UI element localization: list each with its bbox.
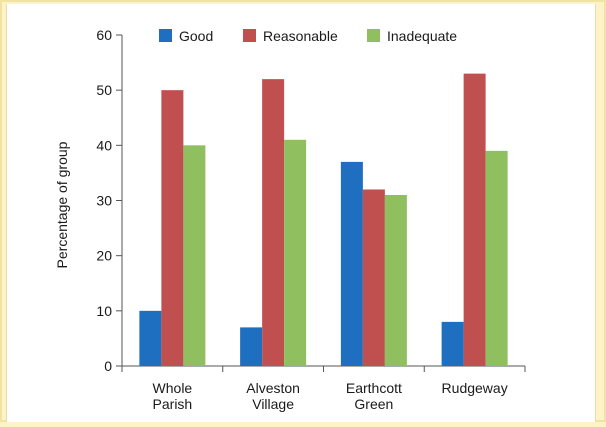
bar-inadequate xyxy=(384,194,407,366)
y-tick-label: 60 xyxy=(96,27,112,43)
legend: Good Reasonable Inadequate xyxy=(159,28,457,44)
legend-swatch-reasonable xyxy=(243,29,256,42)
bar-inadequate xyxy=(183,145,206,366)
y-tick-label: 30 xyxy=(96,193,112,209)
bar-good xyxy=(340,161,363,366)
y-tick-label: 50 xyxy=(96,82,112,98)
legend-label-good: Good xyxy=(179,28,213,44)
x-tick-label: Whole Parish xyxy=(153,380,193,412)
bar-good xyxy=(240,327,263,366)
legend-swatch-inadequate xyxy=(367,29,380,42)
bar-reasonable xyxy=(161,90,184,367)
y-tick-label: 40 xyxy=(96,137,112,153)
chart-panel: Good Reasonable Inadequate 0 10 20 30 40 50 60 W… xyxy=(6,4,596,422)
bar-reasonable xyxy=(463,73,486,366)
x-tick-label: Earthcott Green xyxy=(346,380,402,412)
bar-inadequate xyxy=(485,150,508,366)
y-axis: 0 10 20 30 40 50 60 xyxy=(96,27,123,374)
x-tick-label: Alveston Village xyxy=(246,380,300,412)
y-tick-label: 10 xyxy=(96,303,112,319)
x-tick-label: Rudgeway xyxy=(442,380,508,396)
legend-label-reasonable: Reasonable xyxy=(263,28,338,44)
bar-good xyxy=(139,310,162,366)
legend-swatch-good xyxy=(159,29,172,42)
bar-chart: Good Reasonable Inadequate 0 10 20 30 40 50 60 W… xyxy=(54,27,526,412)
bar-reasonable xyxy=(362,189,385,366)
legend-label-inadequate: Inadequate xyxy=(387,28,457,44)
bars xyxy=(139,73,508,367)
bar-reasonable xyxy=(262,79,285,366)
y-axis-label: Percentage of group xyxy=(54,141,70,268)
bar-good xyxy=(441,321,464,366)
bar-inadequate xyxy=(284,139,307,366)
y-tick-label: 20 xyxy=(96,248,112,264)
x-axis: Whole Parish Alveston Village Earthcott Green… xyxy=(121,365,526,412)
y-tick-label: 0 xyxy=(104,358,112,374)
